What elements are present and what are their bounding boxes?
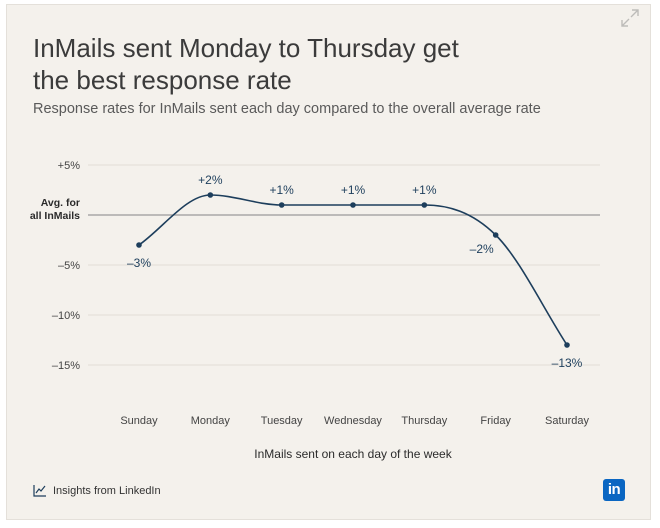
x-tick-label: Thursday (401, 415, 447, 427)
x-axis-label: InMails sent on each day of the week (254, 447, 452, 461)
x-tick-label: Sunday (120, 415, 158, 427)
series-line (138, 194, 568, 346)
data-label: –13% (552, 356, 583, 370)
title-line-1: InMails sent Monday to Thursday get (33, 33, 459, 63)
data-label: +1% (412, 183, 437, 197)
chart-title: InMails sent Monday to Thursday get the … (33, 32, 593, 96)
data-point (207, 192, 214, 198)
y-tick-label: +5% (58, 160, 81, 172)
x-tick-label: Wednesday (324, 415, 382, 427)
x-tick-label: Friday (480, 415, 511, 427)
chart-icon (33, 485, 46, 497)
y-tick-label: –5% (58, 260, 80, 272)
data-label: –3% (127, 256, 151, 270)
y-tick-label-average: Avg. for all InMails (30, 197, 80, 222)
data-label: +1% (341, 183, 366, 197)
expand-icon[interactable] (620, 8, 640, 28)
data-label: +1% (269, 183, 294, 197)
data-point (136, 242, 142, 248)
source-label: Insights from LinkedIn (53, 484, 161, 497)
data-label: +2% (198, 173, 223, 187)
data-label: –2% (470, 242, 494, 256)
x-tick-label: Monday (191, 415, 231, 427)
y-tick-label: –10% (52, 310, 80, 322)
source-attribution: Insights from LinkedIn (33, 484, 161, 497)
x-tick-label: Tuesday (261, 415, 303, 427)
chart-subtitle: Response rates for InMails sent each day… (33, 101, 541, 117)
data-point (350, 202, 356, 208)
chart-card (6, 4, 651, 520)
y-tick-label: –15% (52, 360, 80, 372)
title-line-2: the best response rate (33, 65, 292, 95)
data-point (421, 202, 428, 208)
data-point (564, 342, 570, 348)
linkedin-logo-icon[interactable]: in (603, 479, 625, 501)
data-point (278, 202, 285, 208)
data-point (492, 232, 499, 238)
x-tick-label: Saturday (545, 415, 590, 427)
